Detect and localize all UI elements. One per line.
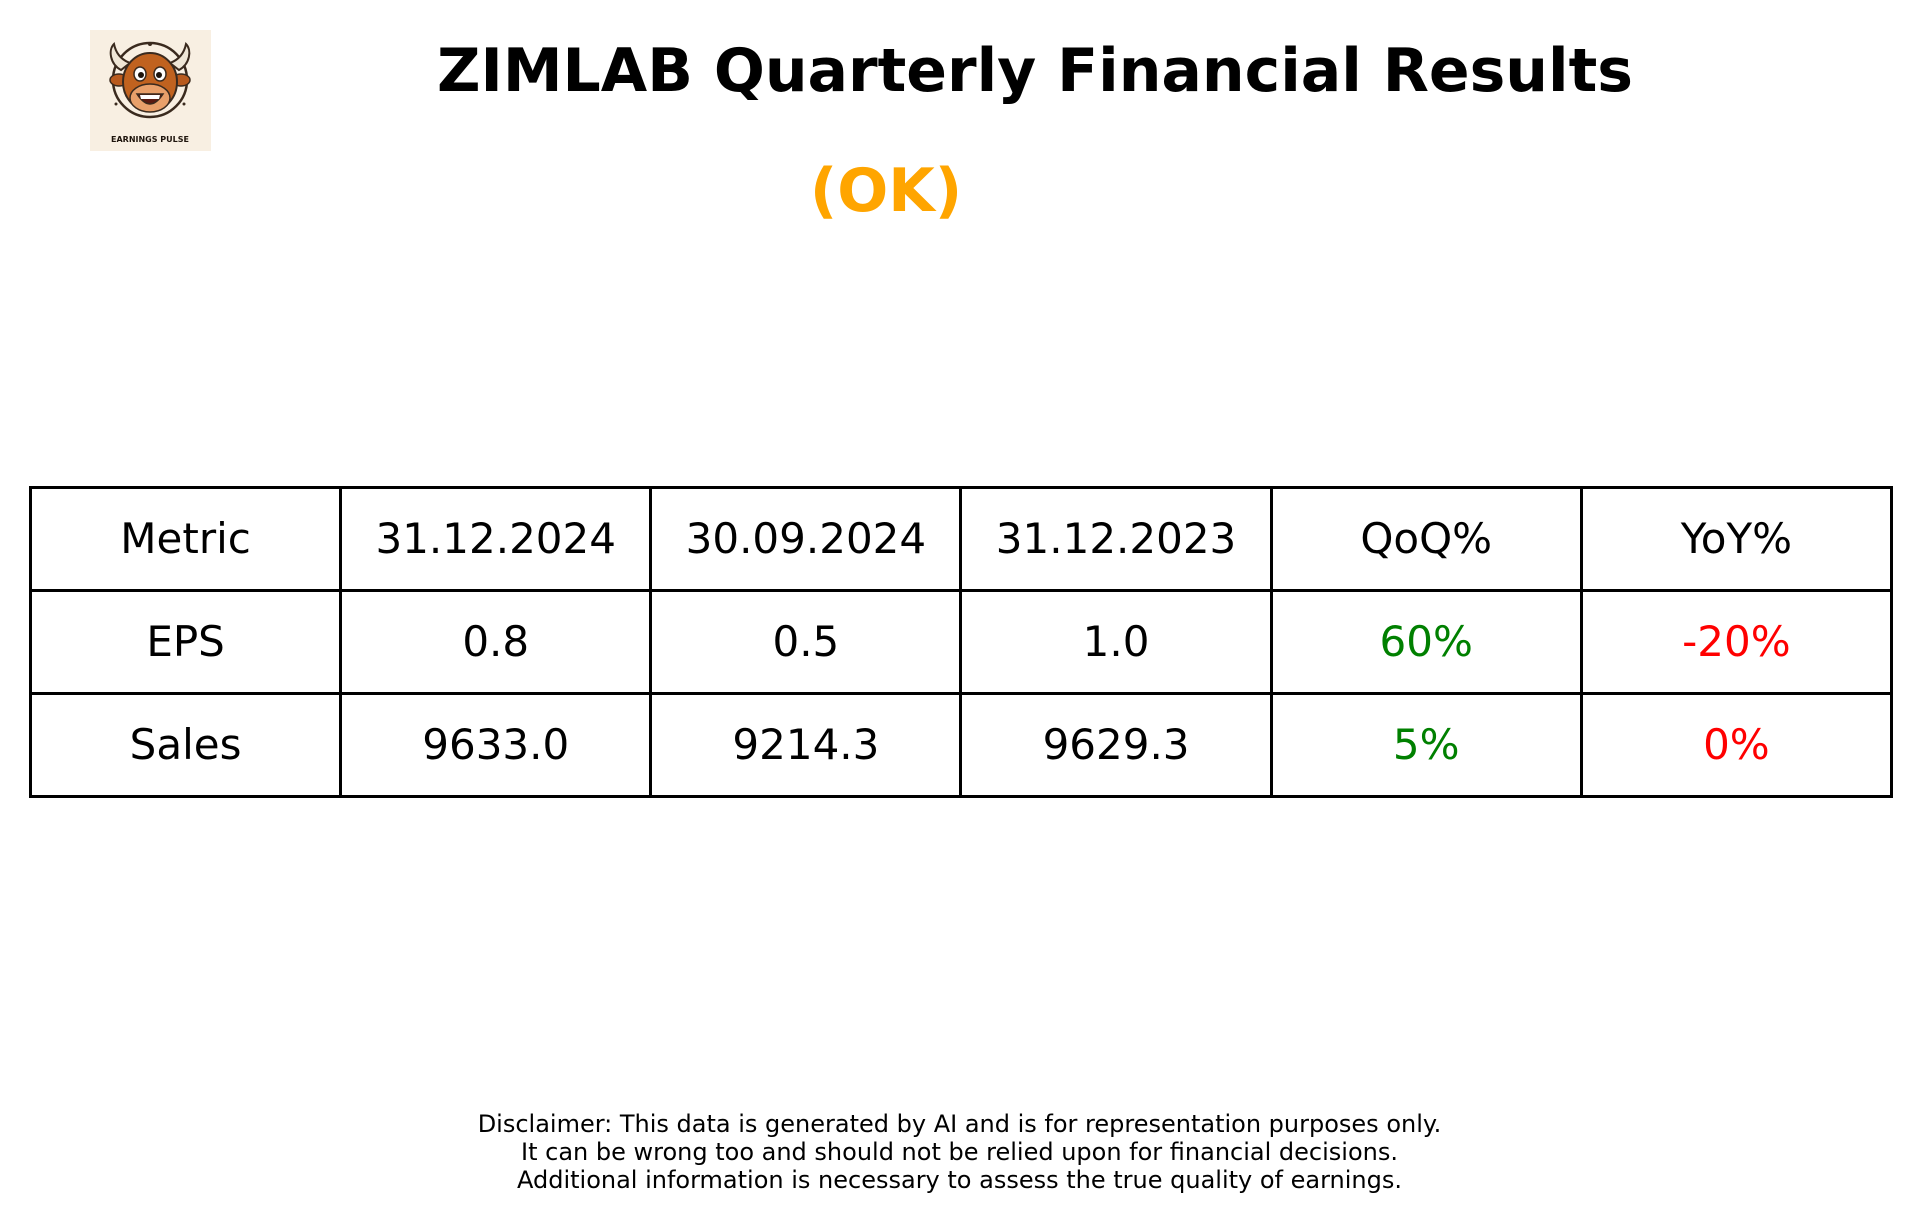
table-cell: 0.8 <box>339 589 653 695</box>
table-row: EPS 0.8 0.5 1.0 60% -20% <box>28 589 1894 695</box>
column-header: 30.09.2024 <box>649 486 963 592</box>
disclaimer: Disclaimer: This data is generated by AI… <box>0 1110 1919 1194</box>
qoq-cell: 60% <box>1269 589 1583 695</box>
table-cell: 9633.0 <box>339 692 653 798</box>
status-badge: (OK) <box>809 156 963 226</box>
table-row: Sales 9633.0 9214.3 9629.3 5% 0% <box>28 692 1894 798</box>
qoq-cell: 5% <box>1269 692 1583 798</box>
page-title: ZIMLAB Quarterly Financial Results <box>437 36 1633 106</box>
metric-name: Sales <box>28 692 343 798</box>
column-header: 31.12.2024 <box>339 486 653 592</box>
bull-face-icon: EARNINGS PULSE <box>90 30 211 151</box>
disclaimer-line: It can be wrong too and should not be re… <box>521 1138 1398 1166</box>
yoy-cell: 0% <box>1579 692 1894 798</box>
table-cell: 1.0 <box>959 589 1273 695</box>
metric-name: EPS <box>28 589 343 695</box>
results-table: Metric 31.12.2024 30.09.2024 31.12.2023 … <box>28 486 1894 798</box>
disclaimer-line: Disclaimer: This data is generated by AI… <box>477 1110 1442 1138</box>
table-cell: 9629.3 <box>959 692 1273 798</box>
column-header: Metric <box>28 486 343 592</box>
table-header-row: Metric 31.12.2024 30.09.2024 31.12.2023 … <box>28 486 1894 592</box>
disclaimer-line: Additional information is necessary to a… <box>516 1166 1402 1194</box>
table-cell: 9214.3 <box>649 692 963 798</box>
table-cell: 0.5 <box>649 589 963 695</box>
column-header: QoQ% <box>1269 486 1583 592</box>
column-header: YoY% <box>1579 486 1894 592</box>
logo-text: EARNINGS PULSE <box>111 135 189 144</box>
column-header: 31.12.2023 <box>959 486 1273 592</box>
yoy-cell: -20% <box>1579 589 1894 695</box>
earnings-pulse-logo: EARNINGS PULSE <box>90 30 211 151</box>
